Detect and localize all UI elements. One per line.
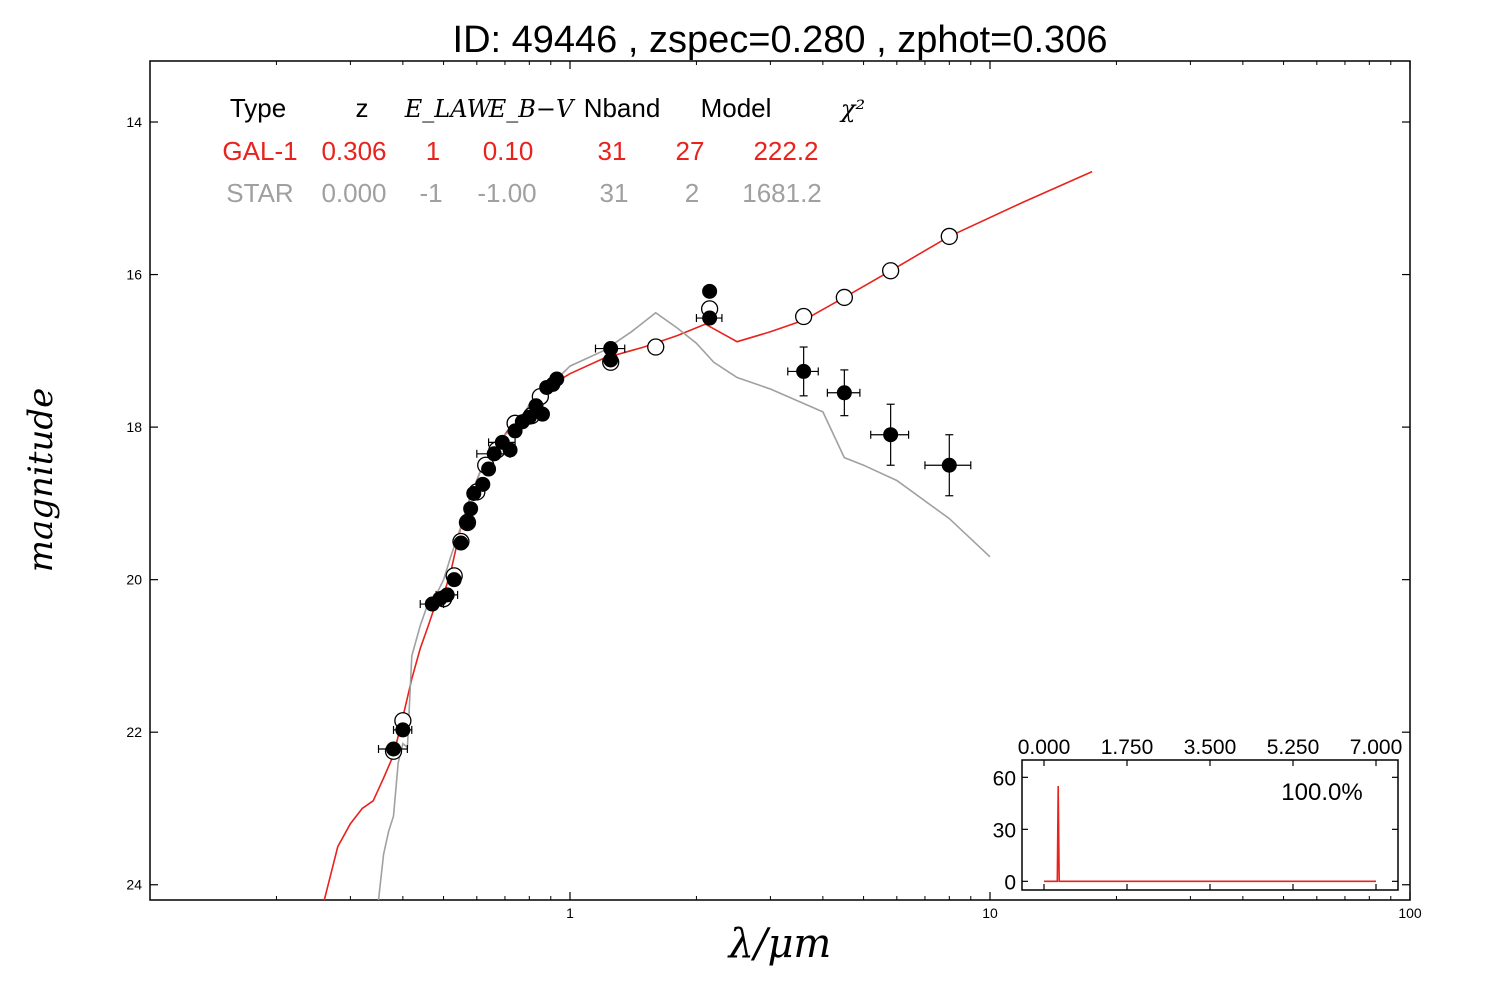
observed-point	[883, 427, 899, 443]
inset-x-ticks: 0.000 1.750 3.500 5.250 7.000	[1018, 736, 1403, 890]
observed-point	[453, 535, 469, 551]
inset-pdf-line	[1044, 785, 1376, 883]
table-header-type: Type	[230, 93, 286, 123]
star-row-z: 0.000	[321, 178, 386, 208]
gal-row-nband: 31	[598, 136, 627, 166]
observed-point	[486, 446, 502, 462]
table-header-chi2: χ²	[839, 95, 865, 123]
model-point	[835, 288, 853, 307]
gal-row-elaw: 1	[426, 136, 440, 166]
y-tick-label: 24	[126, 877, 142, 893]
star-row-chi2: 1681.2	[742, 178, 822, 208]
inset-x-tick-label: 7.000	[1350, 736, 1403, 759]
gal-row-ebv: 0.10	[483, 136, 534, 166]
chart-title: ID: 49446 , zspec=0.280 , zphot=0.306	[453, 19, 1108, 61]
observed-point	[463, 501, 479, 517]
x-axis-label: λ/μm	[727, 921, 832, 967]
inset-y-tick-label: 30	[993, 819, 1016, 842]
table-header-nband: Nband	[584, 93, 661, 123]
observed-point	[702, 310, 718, 326]
observed-point	[941, 457, 957, 473]
y-tick-label: 16	[126, 267, 142, 283]
y-tick-label: 14	[126, 114, 142, 130]
y-tick-label: 18	[126, 419, 142, 435]
observed-point	[386, 741, 402, 757]
observed-point	[446, 572, 462, 588]
model-point	[940, 227, 958, 246]
y-tick-label: 20	[126, 572, 142, 588]
table-header-elaw: E_LAW	[404, 95, 494, 123]
table-header-ebv: E_B−V	[488, 95, 576, 123]
y-tick-label: 22	[126, 724, 142, 740]
observed-point	[836, 385, 852, 401]
series-line-gal-1	[323, 170, 1093, 901]
observed-point	[475, 476, 491, 492]
inset-percentage: 100.0%	[1281, 779, 1362, 806]
star-row-type: STAR	[226, 178, 293, 208]
inset-x-tick-label: 1.750	[1101, 736, 1154, 759]
gal-row-model: 27	[676, 136, 705, 166]
model-point	[881, 262, 900, 280]
gal-row-type: GAL-1	[222, 136, 297, 166]
observed-point	[481, 461, 497, 477]
table-header-z: z	[356, 93, 369, 123]
inset-y-ticks: 0 30 60	[993, 767, 1398, 894]
observed-point	[502, 442, 518, 458]
gal-row-chi2: 222.2	[753, 136, 818, 166]
x-tick-label: 100	[1398, 905, 1422, 921]
observed-point	[459, 514, 475, 530]
inset-x-tick-label: 5.250	[1267, 736, 1320, 759]
x-axis-ticks: 1 10 100	[275, 61, 1422, 921]
observed-point	[466, 485, 482, 501]
observed-point	[549, 371, 565, 387]
star-row-ebv: -1.00	[477, 178, 536, 208]
gal-row-z: 0.306	[321, 136, 386, 166]
observed-point	[395, 722, 411, 738]
model-point	[647, 338, 665, 356]
star-row-elaw: -1	[419, 178, 442, 208]
series-line-star	[377, 311, 991, 901]
main-plot-frame	[149, 60, 1411, 901]
table-header-model: Model	[701, 93, 772, 123]
inset-x-tick-label: 0.000	[1018, 736, 1071, 759]
observed-point	[702, 283, 718, 299]
observed-point	[534, 406, 550, 422]
observed-markers	[386, 283, 957, 757]
inset-x-tick-label: 3.500	[1184, 736, 1237, 759]
inset-y-tick-label: 60	[993, 767, 1016, 790]
model-point	[794, 307, 813, 326]
observed-point	[796, 363, 812, 379]
observed-point	[603, 352, 619, 368]
observed-point	[439, 587, 455, 603]
inset-pdf-curve	[1044, 785, 1376, 883]
y-axis-label: magnitude	[21, 388, 61, 573]
x-tick-label: 1	[566, 905, 574, 921]
x-tick-label: 10	[982, 905, 998, 921]
star-row-model: 2	[685, 178, 699, 208]
model-curves	[323, 170, 1093, 901]
inset-y-tick-label: 0	[1004, 871, 1016, 894]
star-row-nband: 31	[600, 178, 629, 208]
fit-table: Type z E_LAW E_B−V Nband Model χ² GAL-1 …	[222, 93, 865, 208]
error-bars	[377, 314, 972, 753]
